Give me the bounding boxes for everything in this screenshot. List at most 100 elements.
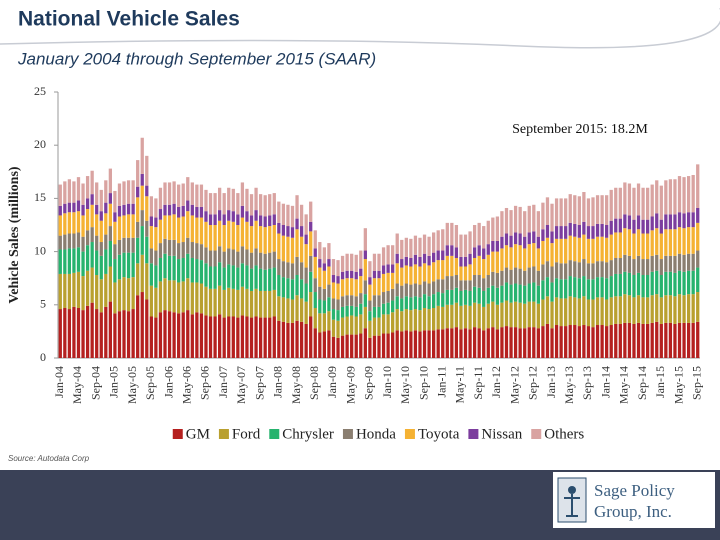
bar-segment (559, 279, 563, 299)
bar-segment (682, 254, 686, 272)
bar-segment (673, 214, 677, 230)
x-tick-label: Sep-13 (580, 366, 594, 400)
bar-segment (400, 298, 404, 312)
bar-segment (536, 211, 541, 237)
bar-segment (564, 279, 568, 299)
bar-segment (236, 193, 240, 215)
bar-segment (482, 248, 486, 260)
bar-segment (167, 204, 172, 216)
bar-segment (513, 232, 518, 245)
bar-segment (336, 276, 340, 284)
bar-segment (254, 210, 258, 221)
bar-segment (277, 259, 281, 276)
bar-segment (163, 215, 167, 239)
bar-segment (295, 275, 299, 296)
bar-segment (550, 203, 554, 232)
bar-segment (149, 263, 153, 286)
bar-segment (632, 323, 636, 358)
bar-segment (363, 228, 367, 251)
bar-segment (350, 270, 354, 279)
bar-segment (668, 179, 673, 215)
bar-segment (482, 330, 486, 358)
bar-segment (450, 222, 454, 246)
bar-segment (345, 278, 349, 296)
bar-segment (172, 255, 176, 281)
bar-segment (482, 290, 486, 307)
bar-segment (67, 179, 72, 203)
bar-segment (591, 263, 595, 280)
bar-segment (409, 297, 413, 311)
x-tick-label: Sep-15 (689, 366, 703, 400)
bar-segment (381, 314, 386, 334)
bar-segment (431, 232, 436, 253)
bar-segment (500, 327, 504, 358)
bar-segment (468, 231, 472, 254)
bar-segment (208, 214, 213, 225)
bar-segment (636, 295, 641, 323)
x-tick-label: Sep-10 (416, 366, 430, 400)
bar-segment (140, 173, 144, 186)
bar-segment (222, 214, 226, 225)
bar-segment (418, 256, 422, 267)
bar-segment (586, 299, 591, 327)
bar-segment (318, 259, 322, 268)
bar-segment (340, 271, 345, 280)
bar-segment (686, 253, 691, 271)
bar-segment (568, 296, 572, 326)
bar-segment (172, 203, 176, 215)
bar-segment (58, 205, 62, 216)
bar-segment (486, 303, 490, 329)
bar-segment (427, 309, 431, 331)
bar-segment (140, 254, 144, 293)
bar-segment (645, 233, 650, 260)
bar-segment (295, 229, 299, 257)
bar-segment (632, 187, 636, 220)
source: Source: Autodata Corp (8, 454, 90, 463)
bar-segment (454, 225, 459, 248)
bar-segment (245, 211, 249, 222)
bar-segment (295, 195, 299, 219)
bar-segment (186, 310, 190, 358)
bar-segment (609, 276, 613, 298)
bar-segment (90, 194, 94, 205)
bar-segment (454, 257, 459, 276)
bar-segment (245, 221, 249, 250)
bar-segment (122, 310, 126, 358)
bar-segment (204, 247, 208, 264)
bar-segment (650, 322, 654, 358)
bar-segment (609, 220, 613, 235)
bar-segment (359, 276, 363, 294)
bar-segment (154, 227, 158, 251)
bar-segment (172, 239, 176, 256)
bar-segment (623, 294, 627, 323)
bar-segment (104, 249, 108, 274)
bar-segment (272, 214, 276, 225)
bar-segment (686, 294, 691, 323)
bar-segment (550, 282, 554, 302)
bar-segment (381, 247, 386, 266)
bar-segment (231, 188, 235, 212)
bar-segment (81, 215, 85, 237)
bar-segment (186, 211, 190, 238)
legend-label: Toyota (418, 426, 460, 442)
bar-segment (350, 305, 354, 316)
bar-segment (90, 204, 94, 228)
bar-segment (600, 223, 604, 237)
bar-segment (436, 260, 440, 280)
bar-segment (240, 217, 245, 247)
bar-segment (231, 288, 235, 317)
bar-segment (559, 263, 563, 280)
bar-segment (577, 262, 581, 279)
bar-segment (181, 257, 185, 282)
bar-segment (90, 267, 94, 303)
bar-segment (217, 246, 222, 263)
bar-segment (472, 225, 477, 248)
bar-segment (682, 322, 686, 358)
bar-segment (536, 328, 541, 358)
bar-segment (149, 316, 153, 358)
bar-segment (345, 270, 349, 279)
bar-segment (190, 314, 194, 358)
bar-segment (573, 325, 577, 358)
bar-segment (696, 164, 700, 208)
bar-segment (368, 320, 372, 338)
